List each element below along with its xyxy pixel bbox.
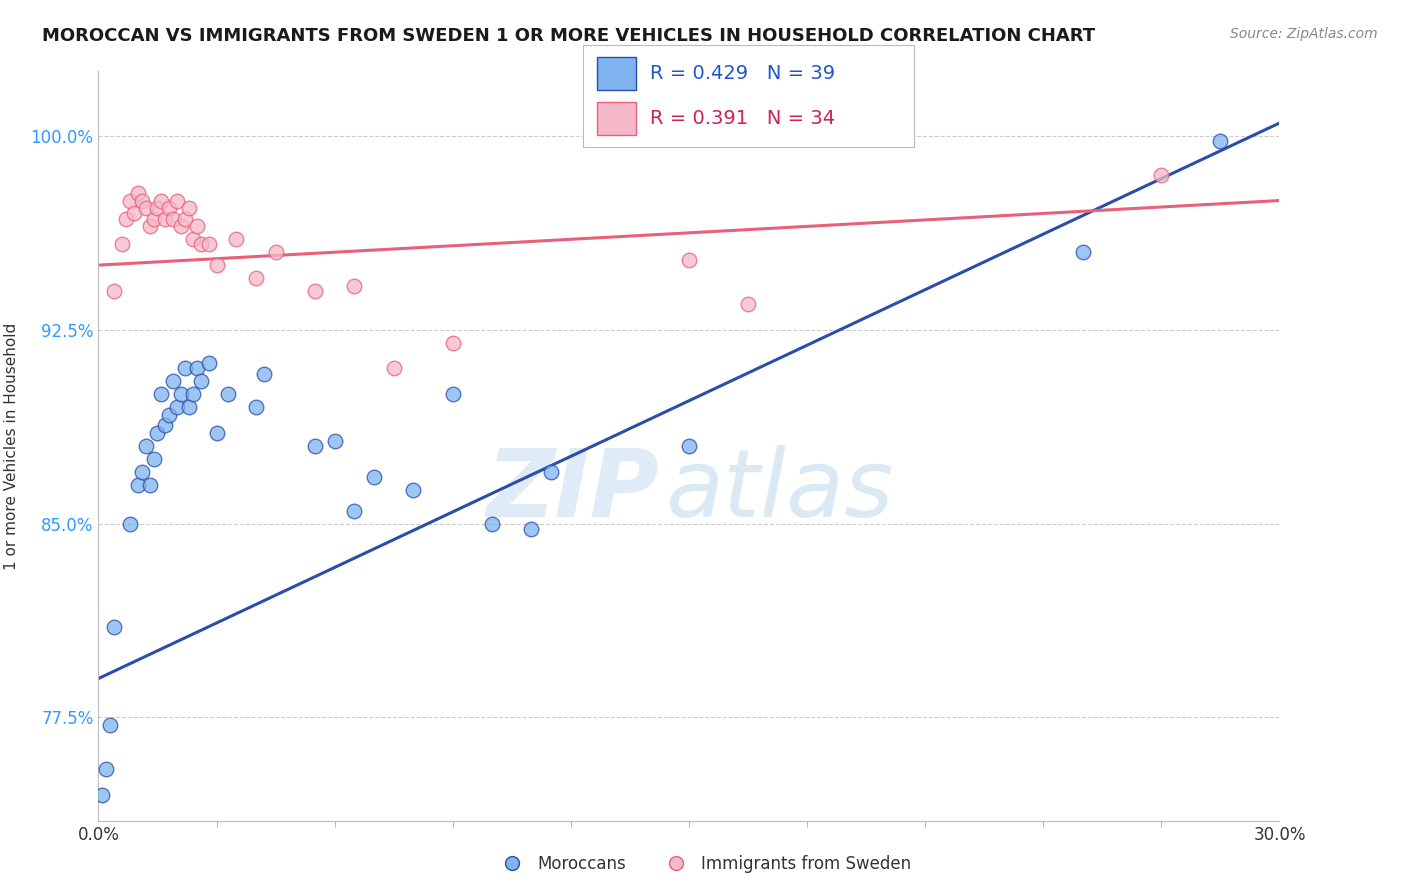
Point — [177, 401, 200, 415]
Point — [181, 387, 204, 401]
Point — [540, 465, 562, 479]
Point — [122, 206, 145, 220]
Text: MOROCCAN VS IMMIGRANTS FROM SWEDEN 1 OR MORE VEHICLES IN HOUSEHOLD CORRELATION C: MOROCCAN VS IMMIGRANTS FROM SWEDEN 1 OR … — [42, 27, 1095, 45]
Point — [1209, 134, 1232, 148]
Point — [146, 202, 169, 216]
Point — [304, 439, 326, 453]
Point — [1150, 168, 1173, 182]
Point — [157, 408, 180, 422]
Point — [217, 387, 239, 401]
Point — [142, 211, 165, 226]
Point — [127, 477, 149, 491]
Point — [91, 788, 114, 802]
Point — [138, 219, 160, 234]
Point — [197, 237, 219, 252]
Point — [155, 418, 177, 433]
FancyBboxPatch shape — [596, 102, 637, 135]
Text: ZIP: ZIP — [486, 445, 659, 537]
Point — [146, 426, 169, 441]
Point — [135, 202, 157, 216]
Y-axis label: 1 or more Vehicles in Household: 1 or more Vehicles in Household — [4, 322, 20, 570]
Point — [170, 387, 193, 401]
Point — [103, 284, 125, 298]
Point — [245, 271, 267, 285]
Text: R = 0.391   N = 34: R = 0.391 N = 34 — [650, 109, 835, 128]
Point — [96, 762, 118, 776]
Point — [253, 367, 276, 381]
Point — [118, 516, 141, 531]
Point — [150, 194, 173, 208]
Point — [135, 439, 157, 453]
Point — [142, 451, 165, 466]
Point — [131, 465, 153, 479]
Point — [103, 620, 125, 634]
FancyBboxPatch shape — [596, 57, 637, 90]
Point — [382, 361, 405, 376]
Point — [441, 387, 464, 401]
Point — [343, 503, 366, 517]
Point — [264, 245, 287, 260]
Point — [190, 237, 212, 252]
Point — [131, 194, 153, 208]
Point — [190, 375, 212, 389]
Point — [150, 387, 173, 401]
Point — [481, 516, 503, 531]
Point — [205, 258, 228, 272]
Point — [98, 718, 121, 732]
Point — [162, 211, 184, 226]
Point — [323, 434, 346, 448]
Point — [155, 211, 177, 226]
Point — [166, 194, 188, 208]
Point — [205, 426, 228, 441]
Point — [186, 361, 208, 376]
Point — [111, 237, 134, 252]
Point — [177, 202, 200, 216]
Text: Source: ZipAtlas.com: Source: ZipAtlas.com — [1230, 27, 1378, 41]
Point — [1071, 245, 1094, 260]
Point — [304, 284, 326, 298]
Text: R = 0.429   N = 39: R = 0.429 N = 39 — [650, 64, 835, 83]
Point — [162, 375, 184, 389]
Point — [174, 361, 197, 376]
Point — [197, 356, 219, 370]
Point — [186, 219, 208, 234]
Point — [127, 186, 149, 200]
Legend: Moroccans, Immigrants from Sweden: Moroccans, Immigrants from Sweden — [488, 848, 918, 880]
Point — [138, 477, 160, 491]
Text: atlas: atlas — [665, 445, 894, 536]
Point — [678, 439, 700, 453]
Point — [174, 211, 197, 226]
Point — [170, 219, 193, 234]
Point — [520, 522, 543, 536]
Point — [441, 335, 464, 350]
Point — [166, 401, 188, 415]
Point — [402, 483, 425, 497]
Point — [181, 232, 204, 246]
Point — [343, 278, 366, 293]
Point — [115, 211, 138, 226]
Point — [157, 202, 180, 216]
Point — [245, 401, 267, 415]
Point — [363, 470, 385, 484]
Point — [225, 232, 247, 246]
Point — [678, 252, 700, 267]
Point — [737, 297, 759, 311]
Point — [118, 194, 141, 208]
